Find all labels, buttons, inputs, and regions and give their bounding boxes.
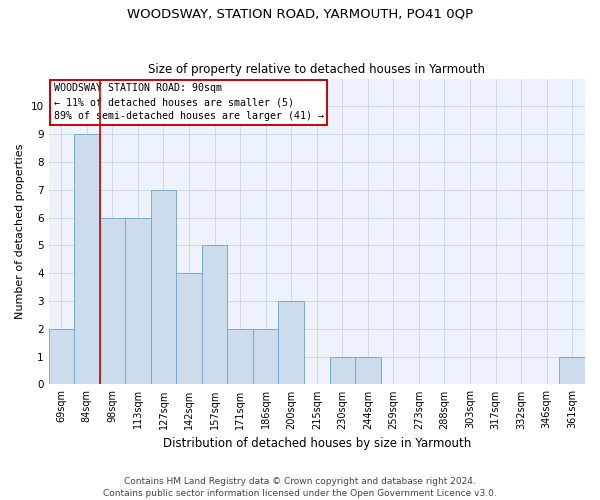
Bar — [125, 218, 151, 384]
Bar — [227, 329, 253, 384]
Bar — [74, 134, 100, 384]
Text: WOODSWAY STATION ROAD: 90sqm
← 11% of detached houses are smaller (5)
89% of sem: WOODSWAY STATION ROAD: 90sqm ← 11% of de… — [54, 83, 324, 121]
Bar — [202, 246, 227, 384]
Bar — [176, 273, 202, 384]
Bar — [253, 329, 278, 384]
Bar — [278, 301, 304, 384]
Bar — [49, 329, 74, 384]
Bar — [355, 356, 380, 384]
X-axis label: Distribution of detached houses by size in Yarmouth: Distribution of detached houses by size … — [163, 437, 471, 450]
Text: WOODSWAY, STATION ROAD, YARMOUTH, PO41 0QP: WOODSWAY, STATION ROAD, YARMOUTH, PO41 0… — [127, 8, 473, 20]
Title: Size of property relative to detached houses in Yarmouth: Size of property relative to detached ho… — [148, 63, 485, 76]
Text: Contains HM Land Registry data © Crown copyright and database right 2024.
Contai: Contains HM Land Registry data © Crown c… — [103, 476, 497, 498]
Bar — [151, 190, 176, 384]
Bar — [100, 218, 125, 384]
Bar — [329, 356, 355, 384]
Y-axis label: Number of detached properties: Number of detached properties — [15, 144, 25, 319]
Bar — [559, 356, 585, 384]
